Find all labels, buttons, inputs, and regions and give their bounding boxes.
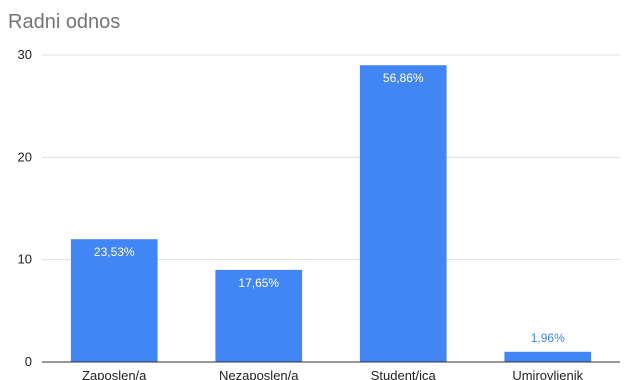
bar-zaposlen-a (70, 239, 158, 362)
x-axis-category-labels: Zaposlen/a Nezaposlen/a Student/ica Umirovl… (82, 368, 584, 380)
y-tick-label-1: 10 (18, 252, 32, 267)
bars (70, 65, 592, 362)
data-labels: 23,53% 17,65% 56,86% 1,96% (94, 71, 565, 345)
bar-nezaposlen-a (215, 269, 303, 362)
y-tick-label-0: 0 (25, 354, 32, 369)
y-tick-label-2: 20 (18, 149, 32, 164)
x-category-label-1: Nezaposlen/a (219, 368, 299, 380)
y-axis-tick-labels: 0 10 20 30 (18, 47, 32, 369)
data-label-2: 56,86% (383, 71, 424, 85)
gridlines (42, 54, 620, 261)
x-category-label-0: Zaposlen/a (82, 368, 147, 380)
y-tick-label-3: 30 (18, 47, 32, 62)
bar-umirovljenik (504, 351, 592, 362)
data-label-3: 1,96% (531, 331, 565, 345)
x-category-label-2: Student/ica (371, 368, 437, 380)
x-category-label-3: Umirovljenik (512, 368, 583, 380)
data-label-1: 17,65% (238, 276, 279, 290)
data-label-0: 23,53% (94, 245, 135, 259)
chart-title: Radni odnos (8, 11, 120, 33)
bar-student-ica (359, 65, 447, 362)
